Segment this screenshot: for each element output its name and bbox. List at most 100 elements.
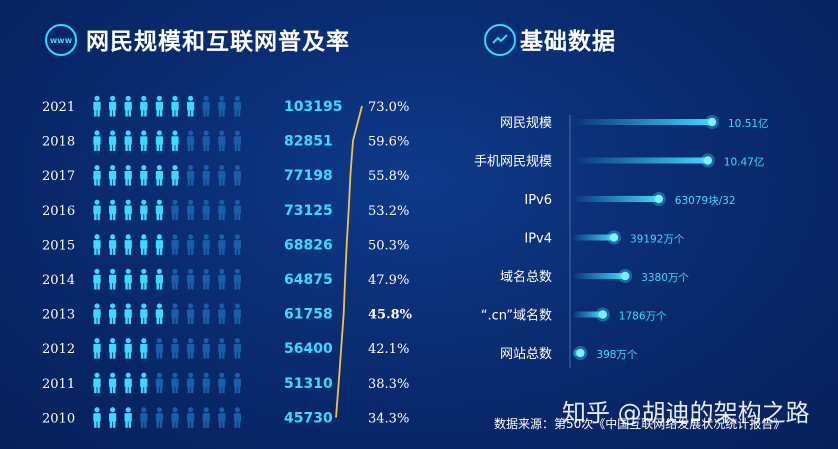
penetration-label: 50.3% <box>368 238 409 253</box>
person-icon <box>124 95 132 117</box>
person-icon <box>171 199 179 221</box>
person-icon <box>202 164 210 186</box>
trend-icon <box>484 24 516 56</box>
person-icon <box>155 407 164 428</box>
person-icon <box>202 199 210 221</box>
year-label: 2011 <box>42 377 75 392</box>
user-count-label: 103195 <box>284 99 342 115</box>
person-icon <box>233 268 242 290</box>
person-icon <box>155 164 164 186</box>
person-icon <box>93 407 101 428</box>
trend-line <box>335 105 363 418</box>
bar-endpoint <box>621 271 630 281</box>
person-icon <box>140 268 148 290</box>
person-icon <box>171 164 179 186</box>
person-icon <box>93 337 101 359</box>
person-icon <box>108 95 117 117</box>
data-bar <box>572 119 712 125</box>
person-icon <box>155 337 164 359</box>
person-icon <box>186 372 195 394</box>
person-icon <box>108 164 117 186</box>
person-icon <box>108 407 117 428</box>
person-icon <box>140 199 148 221</box>
year-label: 2012 <box>42 342 75 357</box>
data-bar <box>572 273 626 279</box>
person-icon <box>186 234 195 255</box>
person-icon <box>202 95 210 117</box>
penetration-label: 38.3% <box>368 377 409 392</box>
person-icon <box>140 234 148 255</box>
bar-endpoint <box>654 194 663 204</box>
person-icon <box>124 234 132 255</box>
person-icon <box>233 303 242 325</box>
person-icon <box>218 268 226 290</box>
bar-value-label: 10.51亿 <box>728 117 769 130</box>
user-count-label: 82851 <box>284 134 333 150</box>
category-label: 域名总数 <box>500 269 552 285</box>
person-icon <box>124 372 132 394</box>
data-bar <box>572 196 659 202</box>
person-icon <box>218 164 226 186</box>
person-icon <box>171 372 179 394</box>
data-bar <box>572 234 614 241</box>
year-label: 2010 <box>42 411 75 426</box>
person-icon <box>155 199 164 221</box>
person-icon <box>124 303 132 325</box>
person-icon <box>140 337 148 359</box>
user-count-label: 56400 <box>284 341 333 357</box>
category-label: 网民规模 <box>500 116 552 131</box>
bar-endpoint <box>598 310 607 319</box>
person-icon <box>140 372 148 394</box>
person-icon <box>108 303 117 325</box>
person-icon <box>124 407 132 428</box>
person-icon <box>233 407 242 428</box>
person-icon <box>233 372 242 394</box>
person-icon <box>140 130 148 152</box>
bar-endpoint <box>703 156 712 165</box>
person-icon <box>233 199 242 221</box>
user-count-label: 73125 <box>284 203 333 219</box>
user-count-label: 45730 <box>284 410 333 426</box>
bar-endpoint <box>609 233 619 242</box>
person-icon <box>140 164 148 186</box>
person-icon <box>140 95 148 117</box>
bar-value-label: 3380万个 <box>641 272 689 284</box>
person-icon <box>108 234 117 255</box>
left-title: 网民规模和互联网普及率 <box>86 29 350 55</box>
year-label: 2015 <box>42 238 75 253</box>
person-icon <box>218 130 226 152</box>
person-icon <box>218 337 226 359</box>
person-icon <box>218 199 226 221</box>
watermark: 知乎 @胡迪的架构之路 <box>562 399 810 427</box>
person-icon <box>93 199 101 221</box>
person-icon <box>218 372 226 394</box>
bar-value-label: 398万个 <box>596 349 638 361</box>
person-icon <box>233 337 242 359</box>
user-count-label: 68826 <box>284 237 333 253</box>
year-label: 2018 <box>42 135 75 150</box>
penetration-label: 34.3% <box>368 411 409 426</box>
person-icon <box>124 199 132 221</box>
person-icon <box>108 199 117 221</box>
person-icon <box>186 337 195 359</box>
person-icon <box>108 372 117 394</box>
person-icon <box>93 234 101 255</box>
bar-endpoint <box>707 117 717 127</box>
person-icon <box>93 130 101 152</box>
person-icon <box>171 130 179 152</box>
category-label: 手机网民规模 <box>474 155 552 170</box>
year-label: 2014 <box>42 273 75 288</box>
bar-value-label: 39192万个 <box>630 234 685 246</box>
category-label: IPv6 <box>524 193 552 208</box>
category-label: IPv4 <box>524 232 552 247</box>
person-icon <box>124 164 132 186</box>
person-icon <box>155 268 164 290</box>
person-icon <box>233 234 242 255</box>
www-icon: www <box>45 24 77 56</box>
user-count-label: 51310 <box>284 376 333 392</box>
person-icon <box>171 234 179 255</box>
person-icon <box>124 337 132 359</box>
person-icon <box>93 164 101 186</box>
bar-value-label: 1786万个 <box>619 311 667 323</box>
